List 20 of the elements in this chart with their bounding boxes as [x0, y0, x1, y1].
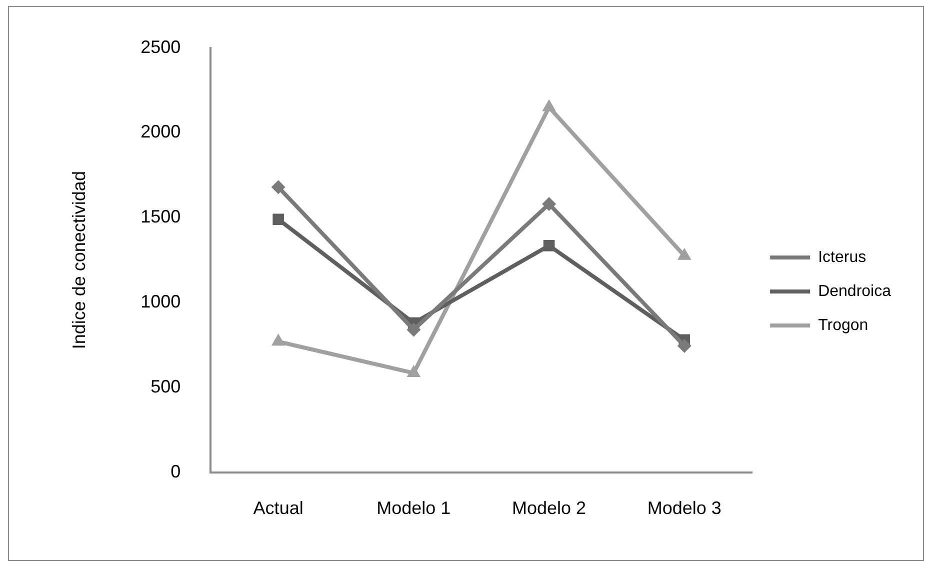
legend-label: Icterus [818, 248, 866, 266]
y-tick-label: 500 [150, 376, 181, 396]
x-tick-label: Actual [253, 498, 304, 518]
point [406, 322, 421, 337]
y-tick-label: 2000 [140, 122, 181, 142]
point [272, 214, 284, 225]
legend-label: Dendroica [818, 282, 892, 300]
y-tick-label: 1500 [140, 206, 181, 227]
y-tick-label: 0 [170, 461, 181, 482]
y-tick-label: 2500 [140, 36, 181, 57]
point [542, 197, 556, 212]
x-tick-label: Modelo 1 [376, 498, 451, 518]
point [543, 240, 555, 252]
point [677, 338, 692, 353]
y-tick-label: 1000 [140, 292, 181, 312]
x-tick-label: Modelo 3 [647, 498, 722, 518]
legend-label: Trogon [818, 316, 868, 334]
y-axis-title: Indice de conectividad [68, 171, 89, 350]
x-tick-label: Modelo 2 [512, 498, 586, 518]
point [271, 180, 286, 194]
